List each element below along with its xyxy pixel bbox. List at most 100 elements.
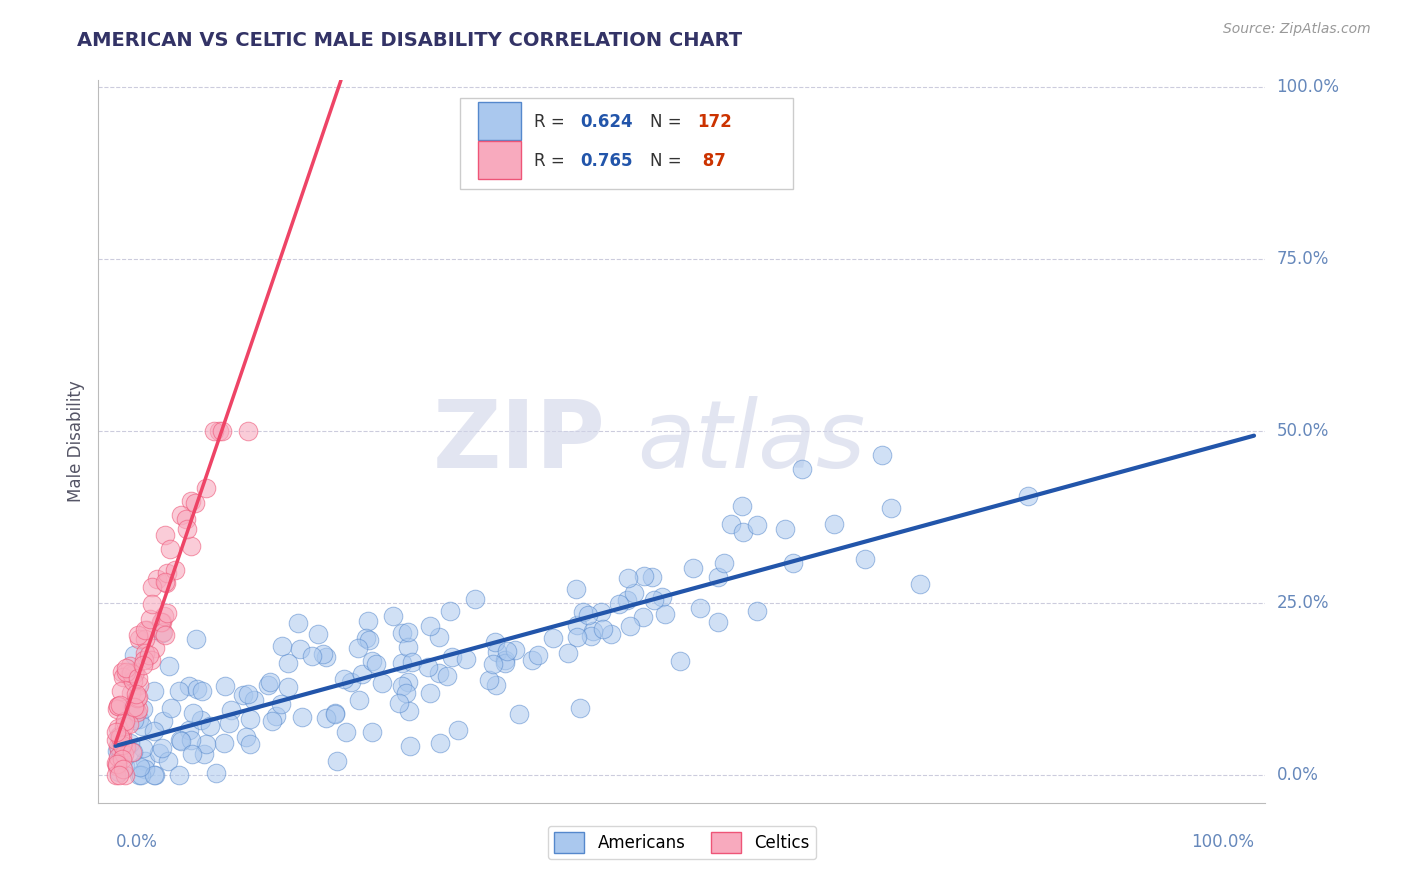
Point bbox=[132, 702, 155, 716]
Point bbox=[152, 615, 174, 629]
Point bbox=[235, 730, 257, 744]
Point bbox=[416, 660, 439, 674]
Point bbox=[105, 756, 128, 770]
Point bbox=[371, 676, 394, 690]
Text: R =: R = bbox=[534, 112, 569, 130]
Point bbox=[141, 597, 163, 611]
Y-axis label: Male Disability: Male Disability bbox=[66, 381, 84, 502]
Point bbox=[153, 528, 176, 542]
Point bbox=[148, 746, 170, 760]
Point bbox=[340, 675, 363, 690]
Text: 0.765: 0.765 bbox=[581, 152, 633, 169]
Point bbox=[136, 624, 159, 638]
Point bbox=[128, 678, 150, 692]
Point bbox=[115, 660, 138, 674]
Point bbox=[122, 666, 145, 681]
Point bbox=[169, 508, 191, 522]
Point bbox=[184, 632, 207, 646]
Point bbox=[880, 501, 903, 516]
Point bbox=[706, 615, 728, 629]
Point bbox=[174, 511, 197, 525]
Point bbox=[124, 700, 146, 714]
Point bbox=[195, 737, 218, 751]
Point bbox=[131, 657, 153, 672]
Point bbox=[396, 640, 419, 655]
Point bbox=[266, 708, 288, 723]
Point bbox=[301, 648, 323, 663]
Point bbox=[607, 597, 630, 611]
Point bbox=[359, 632, 381, 647]
Point bbox=[134, 646, 156, 660]
Text: 25.0%: 25.0% bbox=[1277, 594, 1329, 612]
Point bbox=[107, 750, 129, 764]
Text: 50.0%: 50.0% bbox=[1277, 422, 1329, 441]
Point bbox=[143, 640, 166, 655]
Point bbox=[152, 609, 174, 624]
Point bbox=[346, 640, 368, 655]
Point bbox=[396, 675, 419, 690]
Point bbox=[569, 700, 592, 714]
Point bbox=[208, 424, 231, 438]
Point bbox=[142, 683, 165, 698]
Point bbox=[169, 733, 191, 747]
Point bbox=[107, 698, 129, 713]
Text: 87: 87 bbox=[697, 152, 725, 169]
Point bbox=[482, 657, 505, 671]
Point bbox=[347, 693, 370, 707]
Point bbox=[287, 615, 309, 630]
Point bbox=[110, 730, 132, 744]
Point bbox=[315, 650, 337, 665]
Text: R =: R = bbox=[534, 152, 569, 169]
Point bbox=[232, 689, 254, 703]
Point bbox=[134, 653, 156, 667]
Point bbox=[134, 623, 156, 637]
Point bbox=[167, 683, 190, 698]
Point bbox=[581, 624, 603, 639]
Point bbox=[128, 768, 150, 782]
Text: 172: 172 bbox=[697, 112, 733, 130]
Point bbox=[110, 747, 132, 761]
Point bbox=[105, 757, 128, 772]
Point bbox=[270, 697, 292, 711]
Point bbox=[180, 494, 202, 508]
Point bbox=[260, 714, 283, 729]
Point bbox=[707, 569, 730, 583]
Point bbox=[565, 617, 588, 632]
Point bbox=[599, 627, 621, 641]
Point bbox=[111, 665, 134, 680]
Point bbox=[557, 646, 579, 660]
Point bbox=[419, 619, 441, 633]
Point bbox=[720, 516, 742, 531]
Point bbox=[508, 707, 530, 722]
Point bbox=[352, 666, 374, 681]
Point bbox=[177, 723, 200, 737]
Point bbox=[127, 690, 149, 704]
Point bbox=[128, 760, 150, 774]
Point bbox=[364, 657, 387, 672]
Text: 0.0%: 0.0% bbox=[115, 833, 157, 851]
Point bbox=[121, 699, 143, 714]
Point bbox=[312, 648, 335, 662]
Point bbox=[419, 686, 441, 700]
Point bbox=[125, 687, 148, 701]
Point bbox=[579, 629, 602, 643]
Point bbox=[141, 580, 163, 594]
Point bbox=[382, 609, 405, 624]
Point bbox=[127, 671, 149, 685]
Text: N =: N = bbox=[651, 152, 688, 169]
Point bbox=[823, 517, 845, 532]
Point bbox=[104, 732, 127, 747]
Point bbox=[731, 499, 754, 513]
Point bbox=[107, 739, 129, 753]
Point bbox=[259, 675, 281, 690]
Point bbox=[565, 582, 588, 596]
Point bbox=[125, 705, 148, 719]
FancyBboxPatch shape bbox=[478, 102, 520, 140]
Point bbox=[138, 648, 160, 663]
Point bbox=[200, 719, 222, 733]
Point bbox=[104, 768, 127, 782]
Point bbox=[288, 642, 311, 657]
Point bbox=[427, 630, 450, 644]
Point bbox=[239, 737, 262, 751]
Point bbox=[485, 678, 508, 692]
